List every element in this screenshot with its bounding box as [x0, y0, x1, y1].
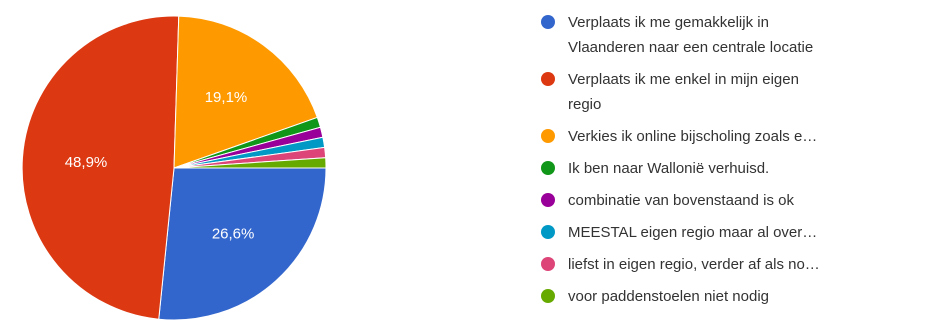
pie-slice-8 — [173, 157, 327, 169]
legend-item-4: Ik ben naar Wallonië verhuisd. — [541, 160, 769, 177]
legend-item-2: Verplaats ik me enkel in mijn eigen regio — [541, 71, 799, 113]
legend-label-5: combinatie van bovenstaand is ok — [568, 192, 794, 209]
legend-item-8: voor paddenstoelen niet nodig — [541, 288, 769, 305]
pie-slice-label-3: 19,1% — [205, 89, 248, 106]
legend-swatch-3 — [541, 129, 555, 143]
legend-label-4: Ik ben naar Wallonië verhuisd. — [568, 160, 769, 177]
legend-label-8: voor paddenstoelen niet nodig — [568, 288, 769, 305]
legend-label-1-line-2: Vlaanderen naar een centrale locatie — [568, 39, 813, 56]
legend-swatch-8 — [541, 289, 555, 303]
legend-item-7: liefst in eigen regio, verder af als no… — [541, 256, 820, 273]
pie-slice-label-1: 26,6% — [212, 225, 255, 242]
legend-item-5: combinatie van bovenstaand is ok — [541, 192, 794, 209]
legend-label-6: MEESTAL eigen regio maar al over… — [568, 224, 817, 241]
pie-slice-label-2: 48,9% — [65, 154, 108, 171]
legend: Verplaats ik me gemakkelijk in Vlaanderen… — [541, 14, 820, 305]
pie-slices — [21, 15, 327, 320]
legend-item-3: Verkies ik online bijscholing zoals e… — [541, 128, 817, 145]
pie-slice-2 — [21, 15, 180, 320]
legend-swatch-6 — [541, 225, 555, 239]
legend-swatch-7 — [541, 257, 555, 271]
legend-label-7: liefst in eigen regio, verder af als no… — [568, 256, 820, 273]
legend-item-1: Verplaats ik me gemakkelijk in Vlaanderen… — [541, 14, 813, 56]
pie-slice-1 — [158, 167, 327, 320]
pie-slice-labels: 26,6% 48,9% 19,1% — [65, 89, 255, 243]
legend-swatch-4 — [541, 161, 555, 175]
legend-label-1-line-1: Verplaats ik me gemakkelijk in — [568, 14, 769, 31]
legend-label-3: Verkies ik online bijscholing zoals e… — [568, 128, 817, 145]
legend-label-2-line-2: regio — [568, 96, 601, 113]
legend-swatch-5 — [541, 193, 555, 207]
legend-item-6: MEESTAL eigen regio maar al over… — [541, 224, 817, 241]
legend-swatch-1 — [541, 15, 555, 29]
legend-label-2-line-1: Verplaats ik me enkel in mijn eigen — [568, 71, 799, 88]
legend-swatch-2 — [541, 72, 555, 86]
